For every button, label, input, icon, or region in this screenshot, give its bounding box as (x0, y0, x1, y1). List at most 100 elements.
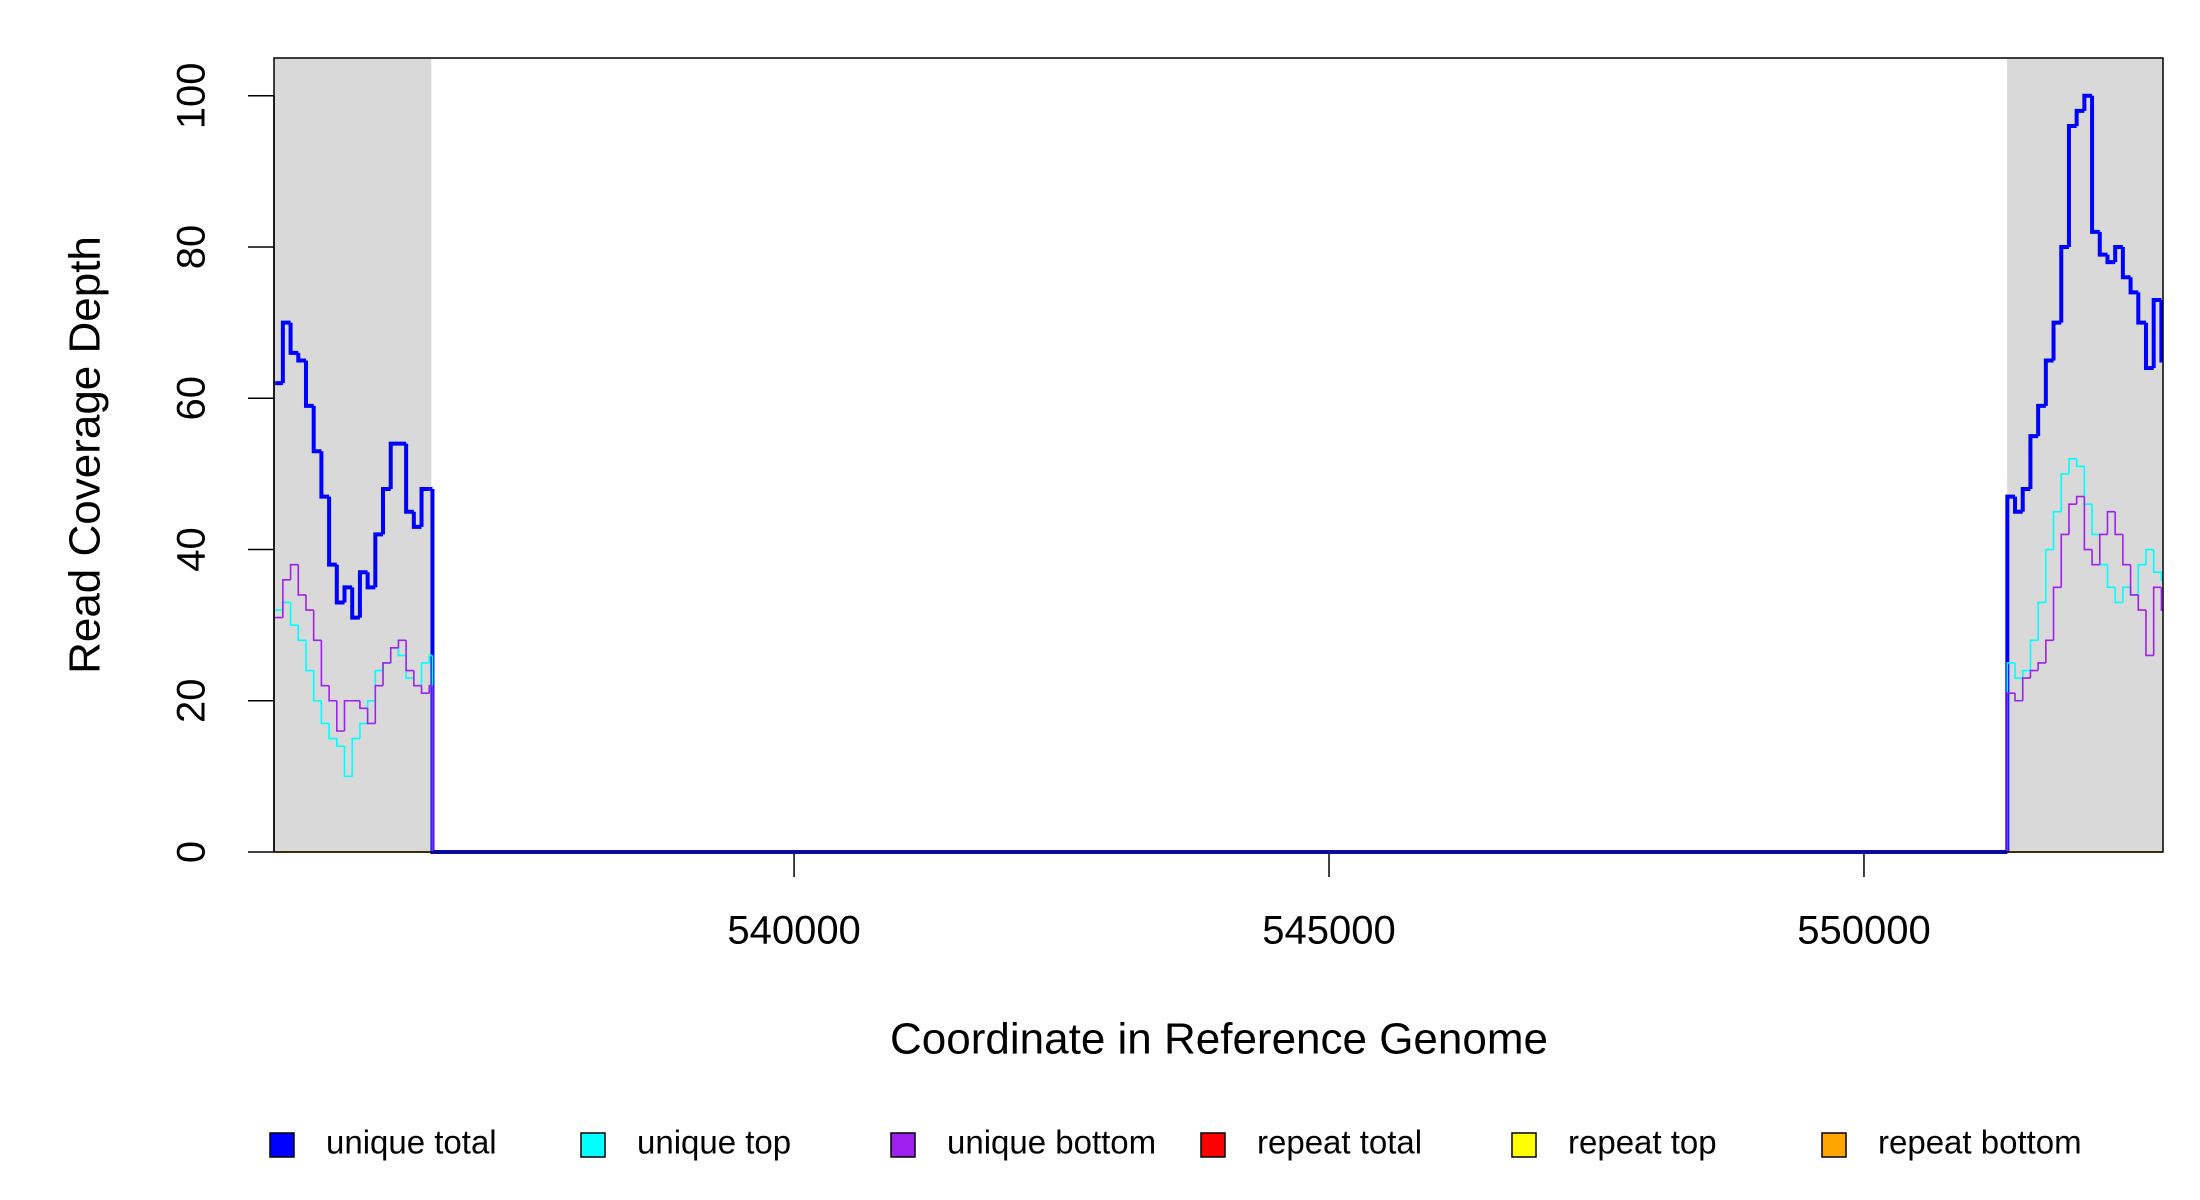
step-segment (350, 587, 360, 620)
step-segment (2021, 677, 2031, 701)
step-segment (305, 594, 314, 611)
step-segment (2137, 563, 2146, 595)
y-tick-label: 80 (170, 225, 214, 269)
step-segment (2052, 586, 2062, 641)
step-segment (288, 322, 299, 355)
step-segment (2090, 95, 2100, 234)
x-tick-label: 540000 (727, 909, 860, 953)
step-segment (2060, 533, 2069, 588)
series (275, 457, 2163, 853)
step-segment (404, 443, 414, 514)
step-segment (431, 685, 2008, 853)
step-segment (405, 640, 414, 672)
y-tick-label: 60 (170, 376, 214, 421)
step-segment (2114, 511, 2123, 536)
step-segment (328, 685, 337, 702)
step-segment (2082, 93, 2093, 111)
y-tick-label: 20 (170, 679, 214, 724)
step-segment (327, 496, 337, 567)
legend-swatch (1821, 1132, 1847, 1158)
step-segment (2128, 277, 2139, 295)
step-segment (2051, 320, 2062, 361)
step-segment (2052, 510, 2062, 550)
step-segment (2037, 601, 2046, 641)
step-segment (2013, 496, 2023, 514)
y-axis-title: Read Coverage Depth (61, 236, 110, 674)
step-segment (2145, 610, 2154, 657)
step-segment (303, 360, 314, 408)
step-segment (2075, 495, 2085, 505)
step-segment (336, 700, 345, 732)
step-segment (359, 722, 368, 739)
step-segment (305, 640, 314, 672)
step-segment (2060, 473, 2069, 512)
y-tick-label: 0 (170, 841, 214, 863)
x-axis-title: Coordinate in Reference Genome (890, 1015, 1548, 1064)
step-segment (2129, 564, 2139, 596)
step-segment (2020, 487, 2031, 512)
step-segment (357, 570, 368, 618)
step-segment (430, 489, 2008, 854)
step-segment (2122, 586, 2131, 603)
legend-label: unique top (637, 1124, 791, 1161)
step-segment (2091, 504, 2100, 536)
step-segment (289, 602, 299, 626)
step-segment (381, 487, 391, 535)
step-segment (2045, 548, 2054, 603)
step-segment (2120, 247, 2131, 280)
step-segment (2075, 458, 2085, 468)
step-segment (388, 441, 399, 490)
legend-swatch (1200, 1132, 1226, 1158)
highlight-region (2007, 58, 2163, 852)
step-segment (2006, 692, 2016, 852)
legend-label: unique bottom (947, 1124, 1156, 1161)
step-segment (365, 572, 376, 590)
step-segment (411, 511, 422, 529)
step-segment (2037, 662, 2046, 671)
step-segment (297, 625, 306, 642)
step-segment (2137, 594, 2146, 611)
step-segment (2083, 496, 2093, 551)
step-segment (373, 532, 384, 588)
step-segment (312, 610, 322, 642)
step-segment (389, 647, 399, 663)
series (275, 495, 2163, 853)
step-segment (342, 585, 353, 603)
step-segment (2152, 549, 2162, 574)
step-segment (420, 662, 430, 686)
step-segment (382, 662, 391, 686)
y-tick-label: 100 (170, 62, 214, 129)
step-segment (2068, 457, 2077, 474)
step-segment (2105, 254, 2116, 265)
legend-swatch (1511, 1132, 1537, 1158)
x-tick-label: 550000 (1797, 909, 1930, 953)
step-segment (311, 405, 322, 454)
step-segment (2152, 586, 2162, 656)
step-segment (2074, 108, 2085, 127)
step-segment (2036, 403, 2046, 437)
step-segment (2028, 434, 2039, 490)
legend-swatch (269, 1132, 295, 1158)
step-segment (2106, 564, 2116, 589)
legend-label: repeat total (1257, 1124, 1422, 1161)
step-segment (359, 700, 368, 710)
step-segment (343, 746, 353, 778)
step-segment (280, 320, 291, 384)
step-segment (2136, 292, 2146, 325)
step-segment (428, 654, 433, 663)
plot-box (273, 57, 2164, 853)
series (275, 93, 2164, 854)
step-segment (2122, 534, 2131, 566)
step-segment (312, 670, 322, 702)
step-segment (296, 352, 306, 363)
step-segment (420, 685, 430, 694)
legend-label: repeat top (1568, 1124, 1717, 1161)
step-segment (2045, 639, 2054, 663)
step-segment (2066, 124, 2077, 248)
step-segment (343, 699, 353, 732)
step-segment (297, 564, 306, 596)
step-segment (336, 738, 345, 747)
step-segment (413, 670, 422, 687)
legend-label: unique total (326, 1124, 497, 1161)
step-segment (319, 451, 330, 499)
